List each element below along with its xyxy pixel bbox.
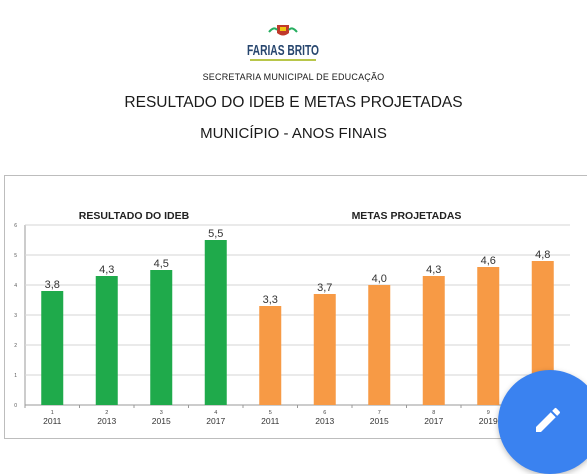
data-label: 4,3 (99, 264, 114, 276)
edit-button[interactable] (498, 370, 587, 474)
y-tick-label: 1 (14, 373, 17, 379)
data-label: 4,0 (372, 273, 387, 285)
logo-text: FARIAS BRITO (247, 42, 319, 59)
bar (422, 276, 445, 405)
page-subtitle: MUNICÍPIO - ANOS FINAIS (200, 125, 387, 142)
y-tick-label: 6 (14, 223, 17, 229)
logo-underline (250, 59, 316, 61)
y-tick-label: 2 (14, 343, 17, 349)
x-tick-number: 6 (323, 410, 326, 416)
bar (41, 291, 64, 405)
data-label: 3,8 (45, 279, 60, 291)
y-tick-label: 5 (14, 253, 17, 259)
data-label: 5,5 (208, 228, 223, 240)
bar (259, 306, 282, 405)
group-title: RESULTADO DO IDEB (79, 210, 190, 222)
x-tick-year: 2015 (152, 416, 171, 426)
bar (368, 285, 391, 405)
pencil-icon (536, 407, 561, 432)
data-label: 4,3 (426, 264, 441, 276)
y-tick-label: 3 (14, 313, 17, 319)
bar-chart: 01234563,8120114,3220134,5320155,5420173… (14, 210, 570, 426)
x-tick-number: 4 (214, 410, 217, 416)
x-tick-number: 2 (105, 410, 108, 416)
bar (531, 261, 554, 405)
data-label: 4,6 (481, 255, 496, 267)
x-tick-year: 2011 (43, 416, 62, 426)
bar (150, 270, 173, 405)
x-tick-year: 2017 (206, 416, 225, 426)
x-tick-year: 2013 (315, 416, 334, 426)
bar (95, 276, 118, 405)
bar (313, 294, 336, 405)
x-tick-number: 3 (160, 410, 163, 416)
farias-brito-logo: FARIAS BRITO (247, 25, 319, 61)
bar (204, 240, 227, 405)
secretaria-label: SECRETARIA MUNICIPAL DE EDUCAÇÃO (202, 72, 385, 82)
chart-panel: 0 1 2 3 4 5 6 3,8 1 2011 4,3 2 2013 4,5 3 2015 5,5 4 2017 3… (4, 175, 587, 439)
x-tick-number: 7 (378, 410, 381, 416)
data-label: 4,5 (154, 258, 169, 270)
x-tick-number: 8 (432, 410, 435, 416)
x-tick-number: 5 (269, 410, 272, 416)
x-tick-year: 2019 (479, 416, 498, 426)
x-tick-year: 2013 (97, 416, 116, 426)
y-tick-label: 0 (14, 403, 17, 409)
data-label: 3,7 (317, 282, 332, 294)
x-tick-number: 1 (51, 410, 54, 416)
page-title: RESULTADO DO IDEB E METAS PROJETADAS (124, 94, 463, 111)
x-tick-year: 2011 (261, 416, 280, 426)
x-tick-year: 2017 (424, 416, 443, 426)
group-title: METAS PROJETADAS (352, 210, 462, 222)
bar (477, 267, 500, 405)
data-label: 4,8 (535, 249, 550, 261)
x-tick-number: 9 (487, 410, 490, 416)
x-tick-year: 2015 (370, 416, 389, 426)
data-label: 3,3 (263, 294, 278, 306)
crest-icon (268, 25, 298, 36)
y-tick-label: 4 (14, 283, 17, 289)
